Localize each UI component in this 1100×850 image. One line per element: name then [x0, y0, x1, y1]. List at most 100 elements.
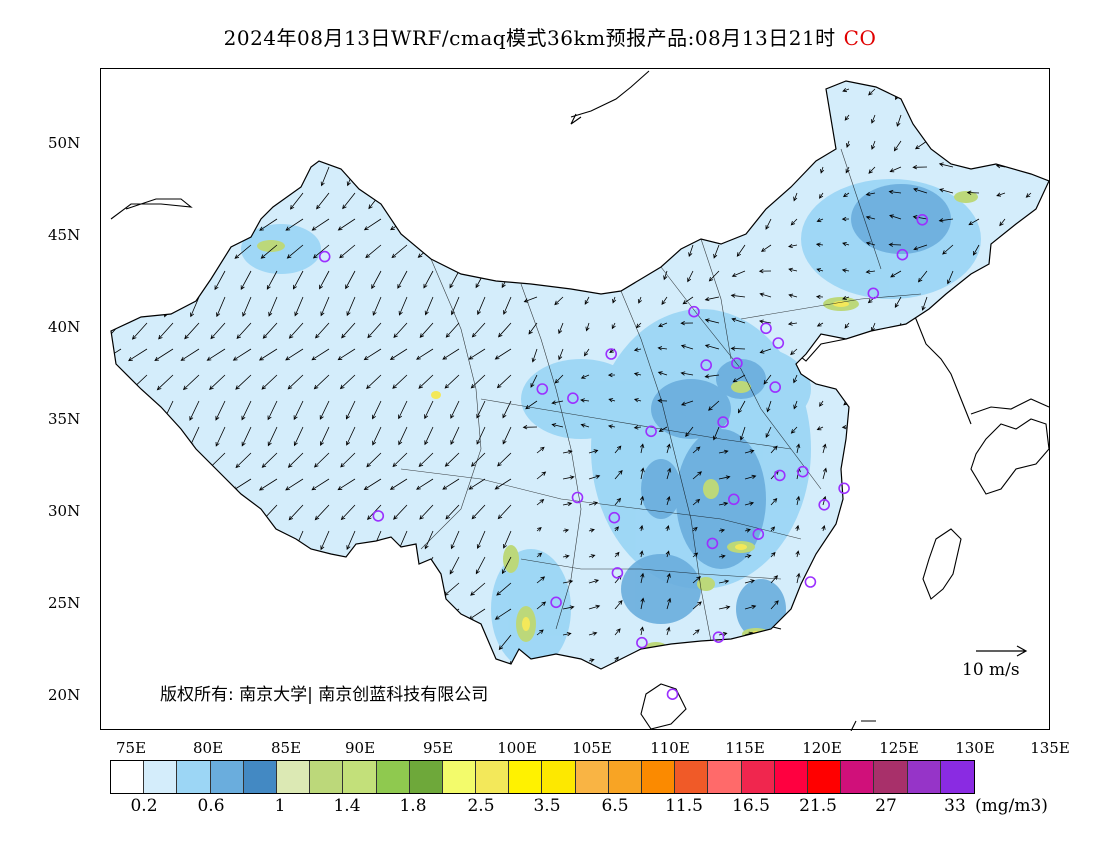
wind-arrow [443, 244, 460, 258]
wind-arrow [633, 190, 642, 195]
wind-arrow [921, 296, 928, 311]
wind-arrow [446, 634, 460, 651]
wind-arrow [233, 114, 252, 129]
wind-arrow [130, 452, 148, 469]
wind-arrow [531, 348, 538, 363]
colorbar-cell [807, 761, 842, 793]
colorbar-cell [741, 761, 775, 793]
wind-arrow [680, 112, 694, 118]
wind-arrow [766, 400, 772, 413]
wind-arrow [900, 658, 907, 663]
colorbar-cell [476, 761, 510, 793]
colorbar-cell [874, 761, 908, 793]
wind-arrow [692, 601, 702, 610]
wind-arrow [793, 166, 798, 176]
wind-arrow [451, 166, 460, 186]
wind-arrow [268, 296, 278, 317]
wind-arrow [770, 445, 778, 454]
wind-arrow [133, 192, 148, 211]
wind-arrow [128, 218, 148, 232]
wind-arrow [237, 192, 252, 211]
wind-arrow [424, 400, 434, 420]
colorbar-cell [575, 761, 609, 793]
wind-arrow [111, 478, 122, 492]
wind-arrow [704, 110, 720, 116]
wind-arrow [614, 600, 623, 610]
wind-arrow [953, 703, 957, 713]
monitoring-station-marker [700, 359, 713, 371]
wind-arrow [129, 244, 148, 260]
wind-arrow [938, 425, 954, 431]
wind-arrow [497, 452, 512, 467]
wind-arrow [158, 322, 174, 340]
map-panel [100, 68, 1050, 731]
wind-arrow [494, 478, 512, 490]
wind-arrow [680, 344, 694, 350]
wind-arrow [1028, 244, 1033, 252]
wind-arrow [389, 608, 408, 621]
wind-arrow [111, 426, 122, 448]
wind-arrow [189, 400, 200, 421]
monitoring-station-marker [645, 425, 657, 438]
wind-arrow [912, 373, 928, 378]
wind-arrow [190, 660, 200, 669]
lon-tick-85: 85E [270, 739, 302, 757]
wind-arrow [719, 685, 725, 689]
wind-arrow [999, 426, 1006, 435]
wind-arrow [639, 495, 645, 506]
wind-arrow [112, 660, 122, 669]
wind-arrow [536, 629, 544, 636]
wind-arrow [1023, 373, 1032, 378]
wind-arrow [418, 452, 434, 468]
wind-arrow [633, 347, 642, 352]
wind-arrow [848, 470, 858, 480]
wind-arrow [731, 109, 746, 116]
wind-arrow [341, 634, 356, 652]
wind-arrow [680, 321, 694, 326]
wind-arrow [157, 452, 174, 469]
monitoring-station-marker [752, 528, 765, 541]
monitoring-station-marker [688, 305, 700, 318]
wind-arrow [966, 398, 980, 403]
wind-arrow [363, 608, 382, 621]
wind-arrow [770, 526, 776, 532]
wind-arrow [267, 426, 278, 447]
wind-arrow [841, 216, 850, 222]
wind-arrow [874, 605, 887, 610]
wind-arrow [268, 530, 278, 551]
wind-arrow [339, 244, 356, 259]
wind-arrow [476, 400, 486, 419]
wind-arrow [1004, 600, 1014, 610]
wind-arrow [265, 140, 278, 160]
wind-arrow [293, 400, 304, 421]
wind-arrow [311, 348, 330, 361]
wind-arrow [901, 710, 911, 714]
wind-arrow [848, 575, 857, 584]
wind-arrow [417, 582, 434, 597]
monitoring-station-marker [804, 576, 817, 588]
wind-arrow [1004, 446, 1013, 454]
wind-arrow [614, 497, 622, 506]
wind-arrow [732, 374, 746, 383]
wind-arrow [967, 114, 980, 121]
wind-arrow [536, 657, 542, 662]
wind-arrow [259, 88, 278, 102]
wind-arrow [708, 270, 720, 282]
wind-arrow [371, 556, 382, 576]
wind-arrow [363, 218, 382, 231]
wind-arrow [739, 426, 746, 441]
wind-arrow [389, 478, 408, 490]
wind-arrow [893, 140, 902, 152]
wind-arrow [967, 322, 980, 329]
wind-arrow [900, 579, 912, 584]
wind-arrow [1027, 426, 1032, 434]
wind-arrow [562, 475, 575, 480]
wind-arrow [939, 188, 954, 194]
wind-arrow [871, 348, 876, 358]
wind-arrow [206, 218, 226, 232]
colorbar-cell [774, 761, 808, 793]
wind-arrow [874, 579, 886, 584]
wind-arrow [1030, 554, 1038, 559]
wind-arrow [562, 605, 575, 610]
wind-arrow [842, 295, 850, 300]
